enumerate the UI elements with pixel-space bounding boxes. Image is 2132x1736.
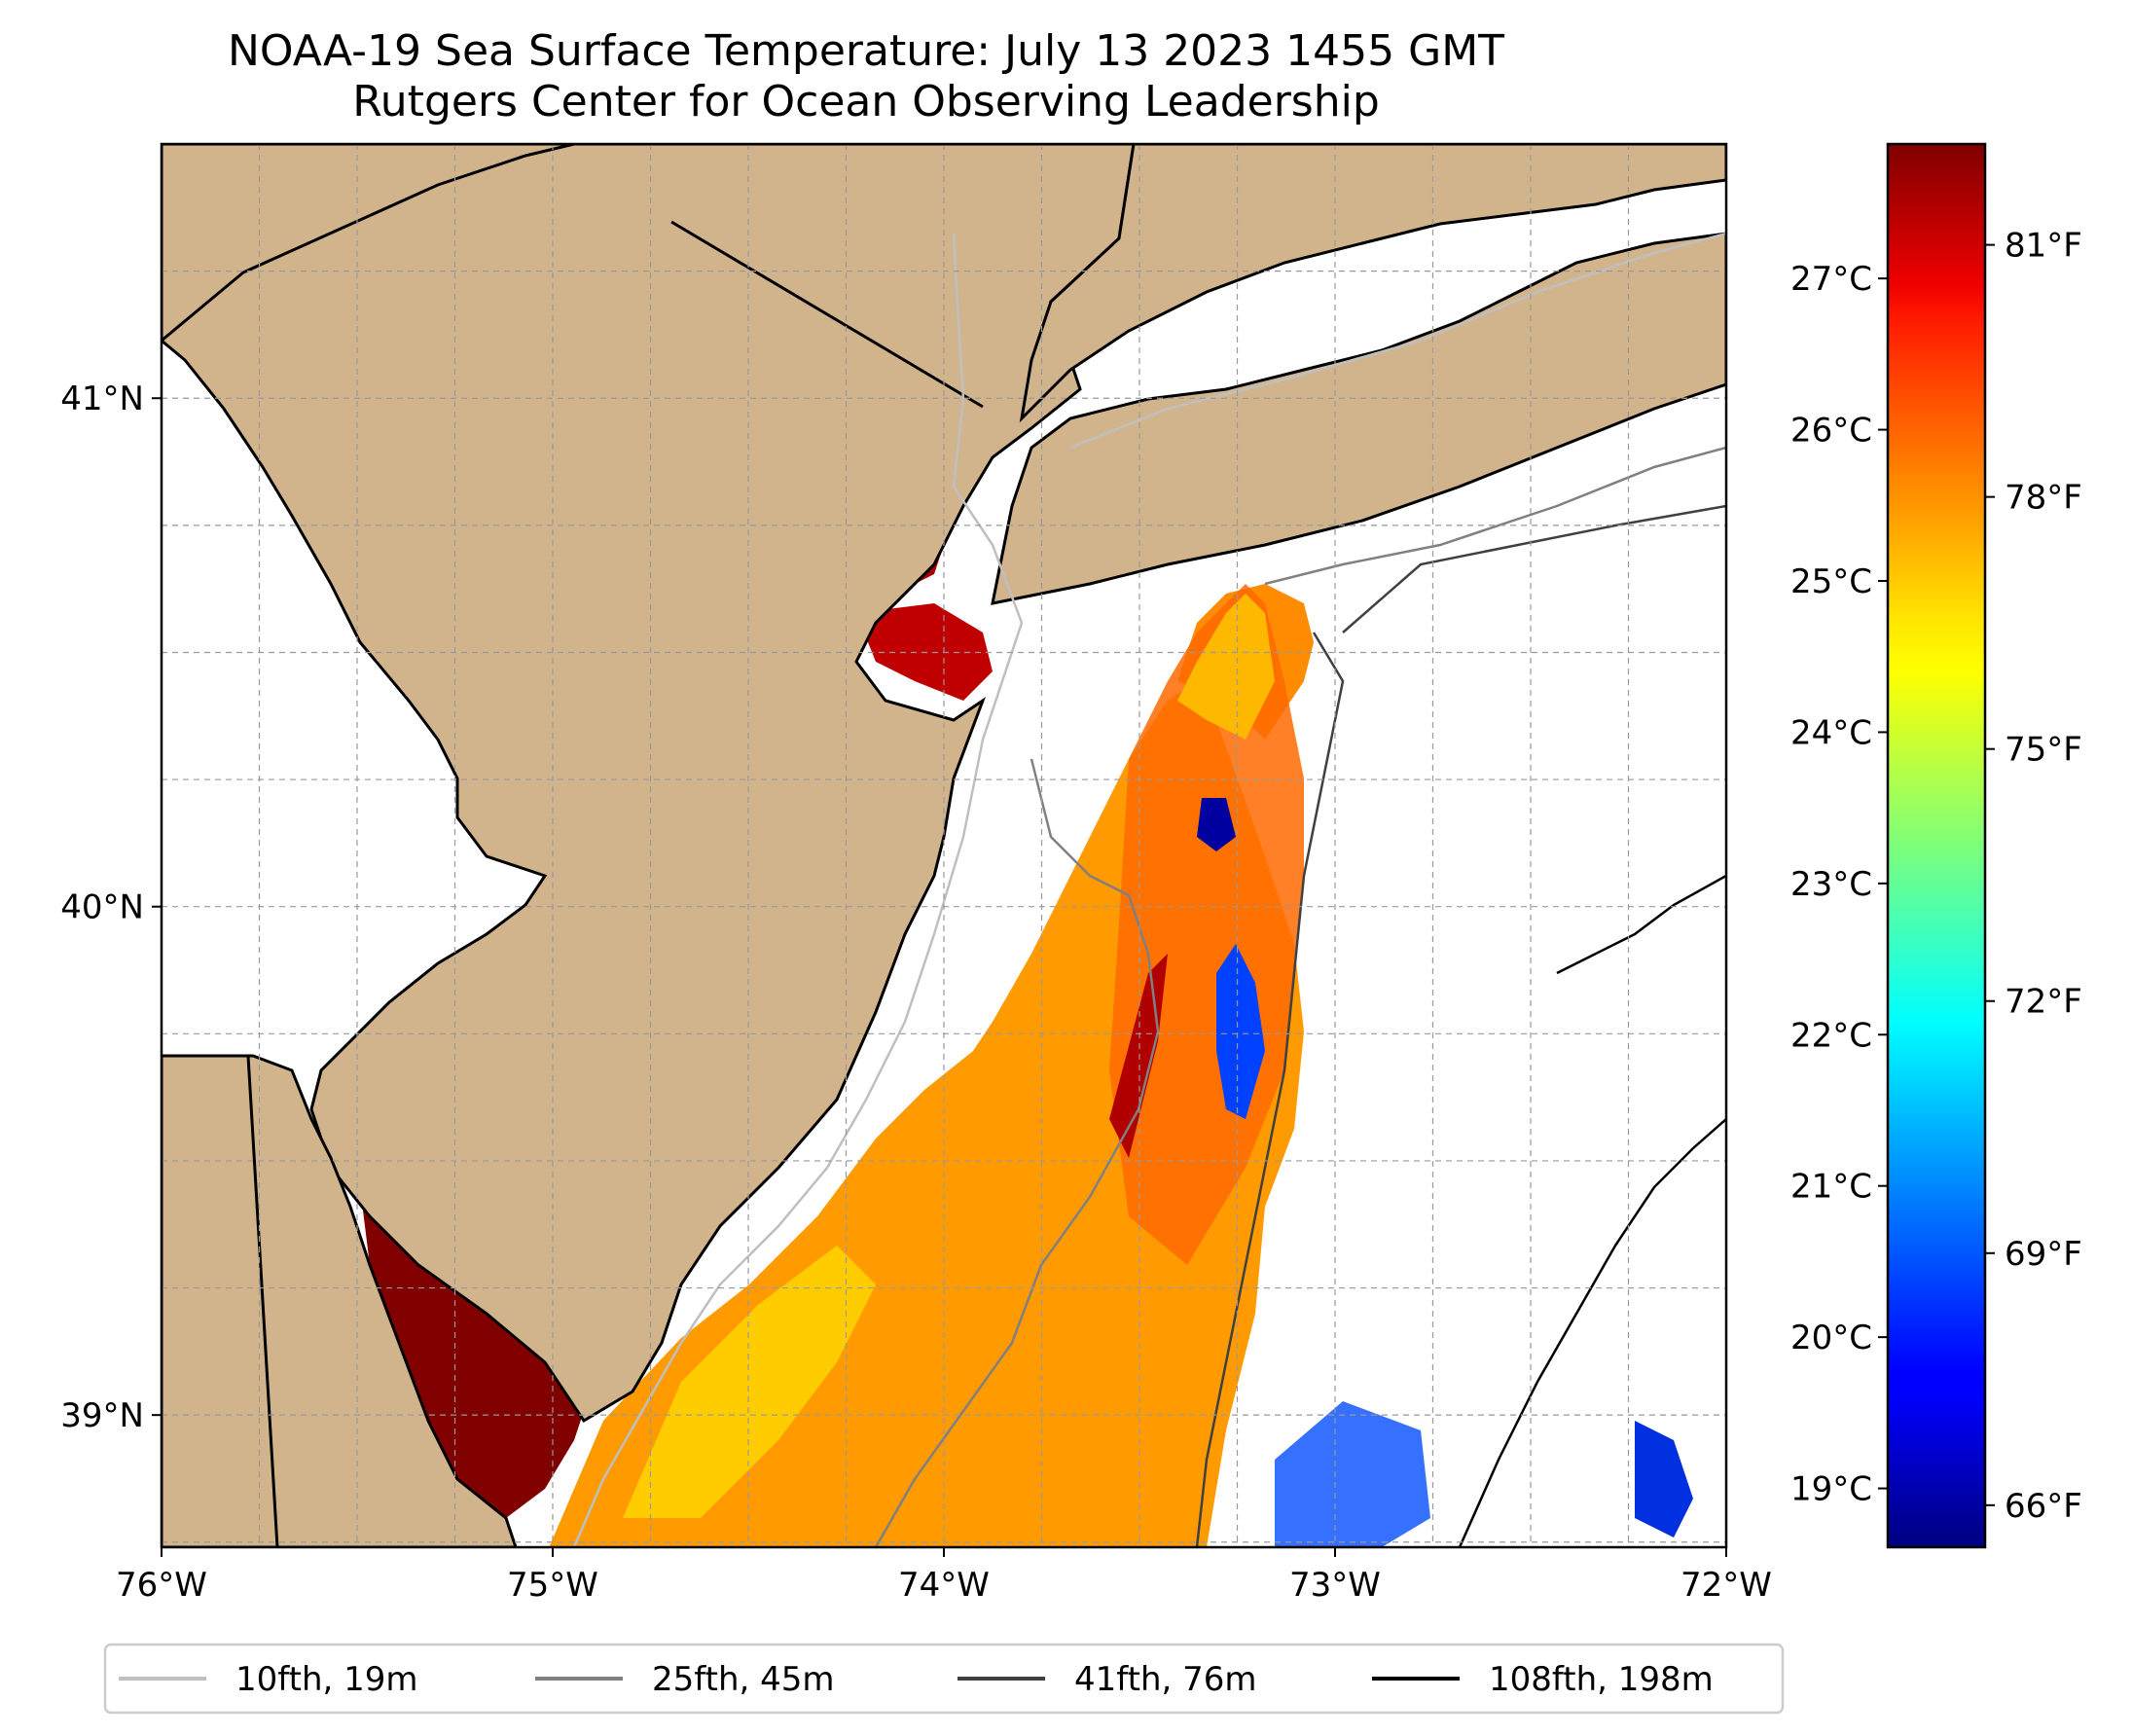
land-delmarva	[162, 1054, 518, 1547]
sst-yellow-nearshore	[623, 1246, 876, 1518]
fahrenheit-tick-label: 72°F	[2005, 983, 2082, 1022]
sst-southeast-patch	[1275, 1401, 1430, 1547]
sst-northern-band	[1177, 594, 1275, 740]
celsius-tick-label: 24°C	[1790, 713, 1872, 752]
lon-tick-label: 75°W	[507, 1566, 598, 1605]
fahrenheit-tick-label: 78°F	[2005, 479, 2082, 518]
axis-ticks: 76°W 75°W 74°W 73°W 72°W 41°N 40°N 39°N	[60, 380, 1772, 1605]
isobath-10fth	[572, 232, 1726, 1547]
sst-far-east-patch	[1635, 1421, 1693, 1537]
fahrenheit-tick-label: 75°F	[2005, 731, 2082, 770]
sst-cold-filament	[1216, 944, 1265, 1119]
colorbar-ticks: 27°C 26°C 25°C 24°C 23°C 22°C 21°C 20°C 19°C 81°F…	[1790, 227, 2082, 1526]
isobath-108fth	[1458, 874, 1726, 1547]
sst-warm-streak	[1109, 954, 1168, 1158]
celsius-tick-label: 21°C	[1790, 1168, 1872, 1207]
sst-cold-eddy	[1197, 798, 1236, 851]
sst-shelf-band	[1109, 584, 1304, 1265]
lon-tick-label: 76°W	[116, 1566, 207, 1605]
lon-tick-label: 72°W	[1680, 1566, 1772, 1605]
legend-label: 25fth, 45m	[652, 1660, 835, 1699]
land-long-island	[991, 232, 1726, 605]
lon-tick-label: 74°W	[898, 1566, 990, 1605]
celsius-tick-label: 20°C	[1790, 1319, 1872, 1357]
legend-label: 10fth, 19m	[235, 1660, 418, 1699]
colorbar	[1886, 142, 1987, 1549]
map-content	[162, 144, 1726, 1547]
fahrenheit-tick-label: 69°F	[2005, 1235, 2082, 1274]
isobath-41fth	[1195, 504, 1726, 1547]
fahrenheit-tick-label: 66°F	[2005, 1487, 2082, 1526]
celsius-tick-label: 22°C	[1790, 1016, 1872, 1055]
land-new-jersey-pa	[162, 144, 1136, 1424]
gridlines	[162, 144, 1726, 1547]
celsius-tick-label: 19°C	[1790, 1470, 1872, 1509]
state-boundaries	[162, 144, 984, 1547]
celsius-tick-label: 23°C	[1790, 865, 1872, 904]
celsius-tick-label: 25°C	[1790, 562, 1872, 601]
legend-label: 41fth, 76m	[1074, 1660, 1257, 1699]
legend: 10fth, 19m 25fth, 45m 41fth, 76m 108fth, 19…	[103, 1643, 1785, 1715]
lat-tick-label: 39°N	[60, 1396, 144, 1435]
sst-delaware-bay	[360, 1187, 594, 1518]
celsius-tick-label: 26°C	[1790, 412, 1872, 451]
map-subtitle: Rutgers Center for Ocean Observing Leade…	[352, 77, 1380, 127]
fahrenheit-tick-label: 81°F	[2005, 227, 2082, 266]
land-layer	[162, 144, 1726, 1547]
legend-box	[103, 1643, 1785, 1715]
map-title: NOAA-19 Sea Surface Temperature: July 13…	[227, 26, 1505, 76]
land-connecticut	[1019, 144, 1726, 423]
celsius-tick-label: 27°C	[1790, 260, 1872, 299]
isobath-25fth	[874, 446, 1726, 1547]
legend-label: 108fth, 198m	[1489, 1660, 1714, 1699]
lat-tick-label: 41°N	[60, 380, 144, 418]
lon-tick-label: 73°W	[1289, 1566, 1381, 1605]
lat-tick-label: 40°N	[60, 888, 144, 927]
